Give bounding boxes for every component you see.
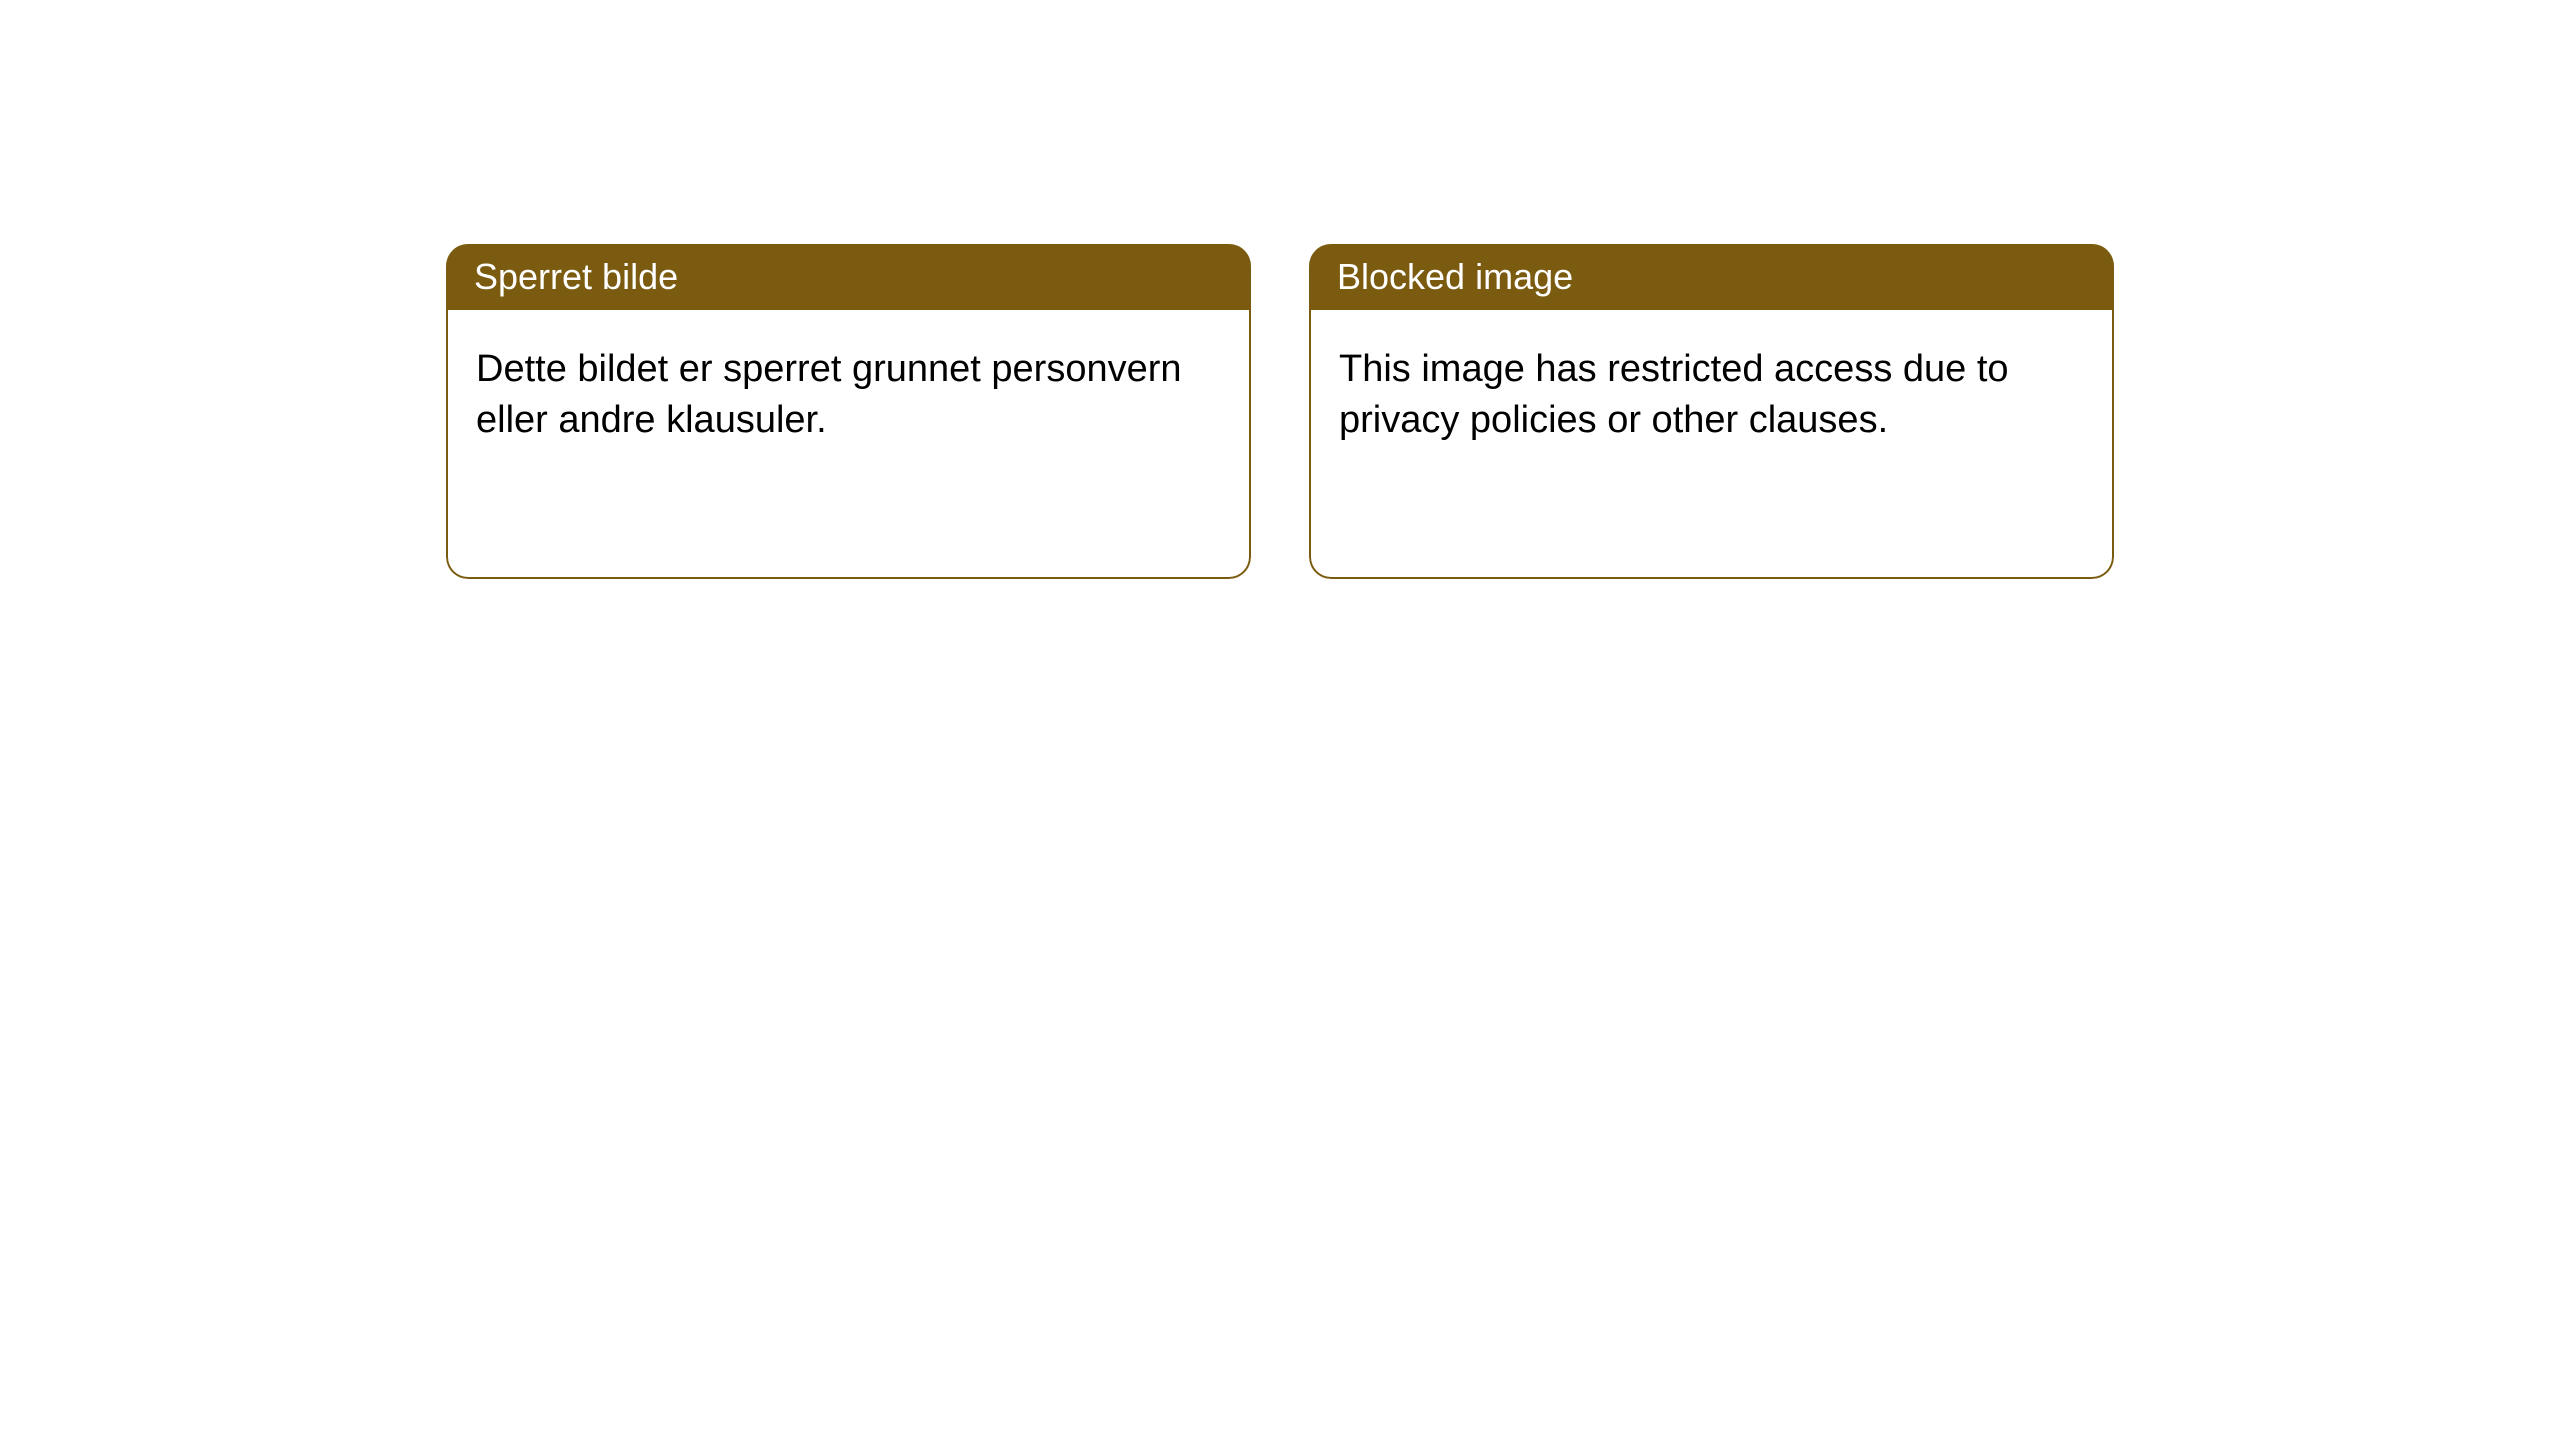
notice-header-no: Sperret bilde: [446, 244, 1251, 310]
notice-body-en: This image has restricted access due to …: [1309, 310, 2114, 579]
notice-card-en: Blocked image This image has restricted …: [1309, 244, 2114, 579]
notice-text-no: Dette bildet er sperret grunnet personve…: [476, 348, 1182, 441]
notice-header-en: Blocked image: [1309, 244, 2114, 310]
notice-title-en: Blocked image: [1337, 256, 1573, 297]
notice-container: Sperret bilde Dette bildet er sperret gr…: [446, 244, 2114, 579]
notice-title-no: Sperret bilde: [474, 256, 678, 297]
notice-body-no: Dette bildet er sperret grunnet personve…: [446, 310, 1251, 579]
notice-text-en: This image has restricted access due to …: [1339, 348, 2009, 441]
notice-card-no: Sperret bilde Dette bildet er sperret gr…: [446, 244, 1251, 579]
